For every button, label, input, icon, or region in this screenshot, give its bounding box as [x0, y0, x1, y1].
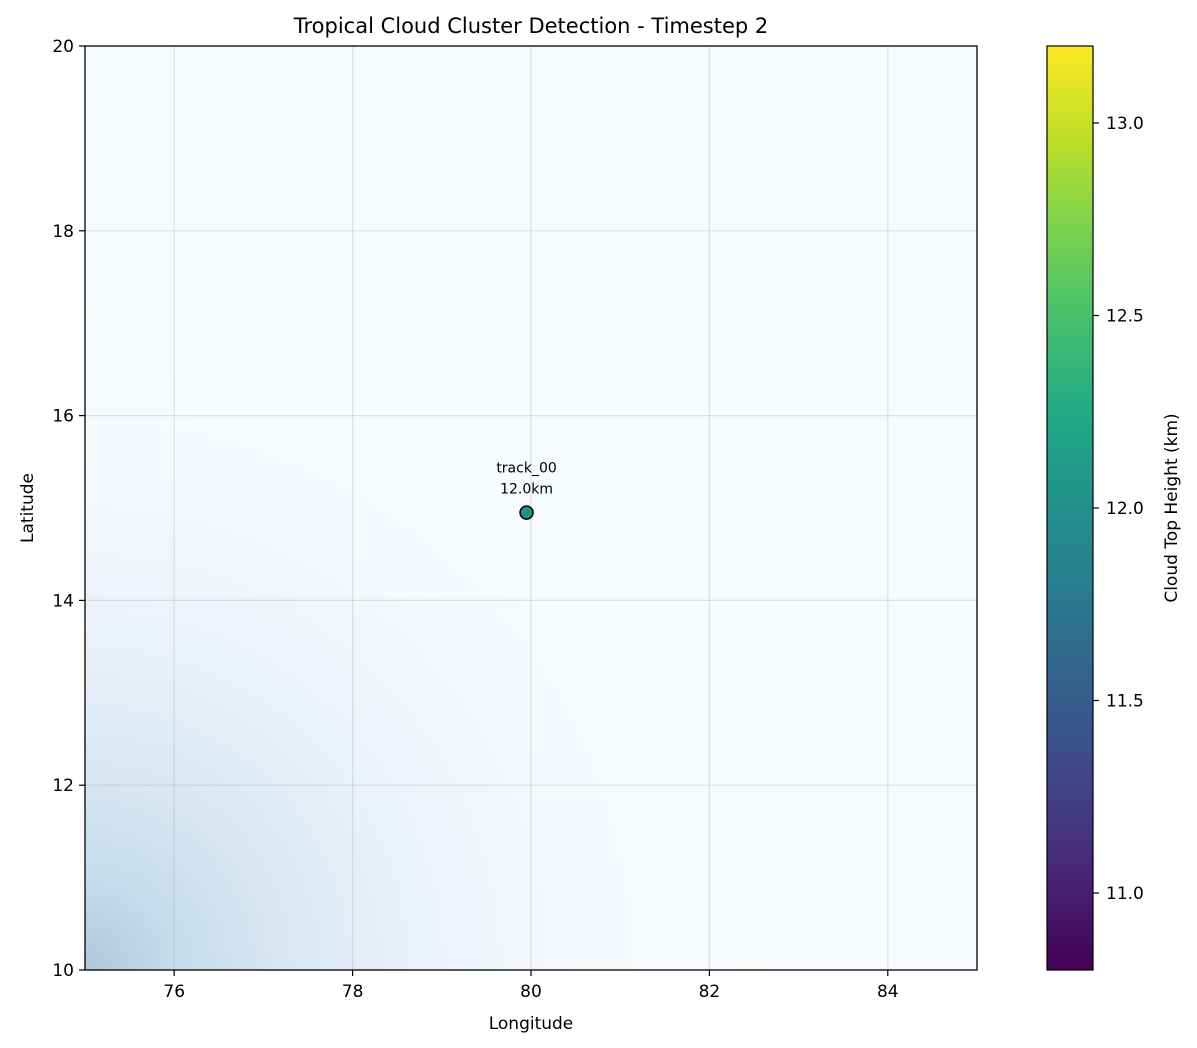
axis-ticks: 76 78 80 82 84 10 12 14 16 18 20	[52, 37, 898, 1002]
colorbar	[1046, 45, 1094, 971]
y-tick-label: 18	[52, 222, 74, 242]
y-tick-label: 14	[52, 591, 74, 611]
y-axis-label: Latitude	[18, 473, 38, 543]
cloud-cluster-point	[519, 505, 534, 520]
x-tick-label: 78	[342, 982, 364, 1002]
point-track-label: track_00	[496, 461, 556, 477]
y-tick-label: 12	[52, 776, 74, 796]
colorbar-label: Cloud Top Height (km)	[1162, 413, 1182, 602]
colorbar-tick-label: 11.5	[1106, 692, 1144, 712]
y-tick-label: 16	[52, 407, 74, 427]
x-axis-label: Longitude	[489, 1014, 574, 1034]
y-tick-label: 10	[52, 961, 74, 981]
x-tick-label: 82	[699, 982, 721, 1002]
colorbar-tick-label: 13.0	[1106, 114, 1144, 134]
y-tick-label: 20	[52, 37, 74, 57]
x-tick-label: 80	[520, 982, 542, 1002]
colorbar-ticks: 11.0 11.5 12.0 12.5 13.0	[1093, 114, 1144, 904]
points-layer: track_00 12.0km	[496, 461, 557, 520]
point-height-label: 12.0km	[500, 482, 553, 498]
plot-frame	[84, 45, 978, 971]
colorbar-tick-label: 12.0	[1106, 499, 1144, 519]
x-tick-label: 76	[163, 982, 185, 1002]
x-tick-label: 84	[877, 982, 899, 1002]
chart-title: Tropical Cloud Cluster Detection - Times…	[293, 14, 769, 38]
colorbar-tick-label: 12.5	[1106, 307, 1144, 327]
colorbar-tick-label: 11.0	[1106, 884, 1144, 904]
